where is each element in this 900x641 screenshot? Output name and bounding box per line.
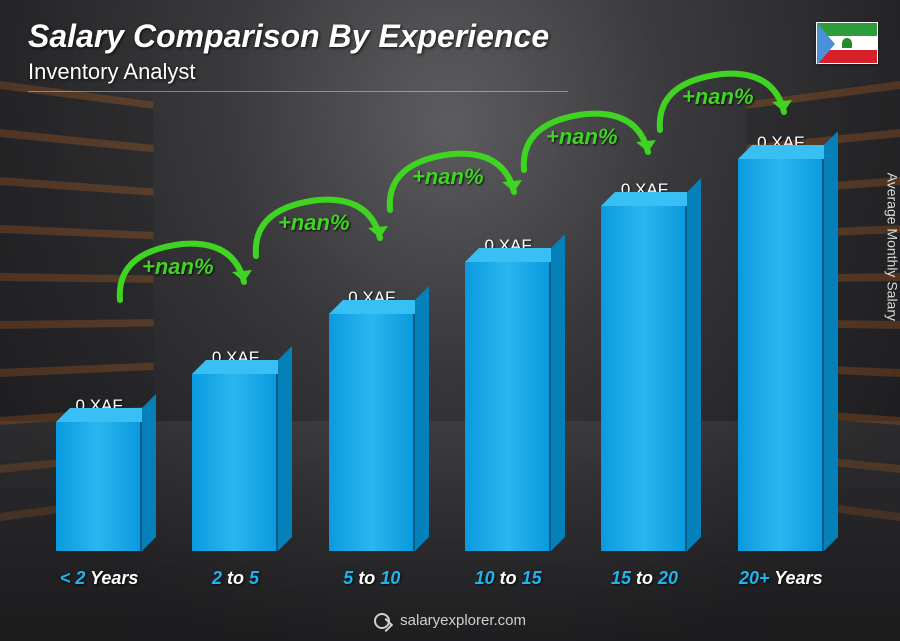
delta-arrow-icon bbox=[382, 148, 522, 218]
x-tick: 15 to 20 bbox=[585, 568, 703, 589]
x-tick: 10 to 15 bbox=[449, 568, 567, 589]
footer: salaryexplorer.com bbox=[0, 612, 900, 629]
bar-front-face bbox=[56, 422, 142, 551]
bar-side-face bbox=[415, 286, 429, 551]
bar bbox=[56, 422, 142, 551]
x-axis: < 2 Years 2 to 5 5 to 10 10 to 15 15 to 20 20… bbox=[40, 568, 840, 589]
bar-slot: 0 XAF bbox=[722, 120, 840, 551]
bar-front-face bbox=[329, 314, 415, 551]
bar-top-face bbox=[329, 300, 429, 314]
x-tick: 5 to 10 bbox=[313, 568, 431, 589]
delta-label: +nan% bbox=[682, 84, 754, 110]
chart-subtitle: Inventory Analyst bbox=[28, 59, 568, 92]
delta-arrow-icon bbox=[112, 238, 252, 308]
delta-arrow-icon bbox=[248, 194, 388, 264]
delta-arrow-icon bbox=[516, 108, 656, 178]
x-tick: 20+ Years bbox=[722, 568, 840, 589]
bar bbox=[329, 314, 415, 551]
footer-text: salaryexplorer.com bbox=[400, 612, 526, 629]
bar bbox=[192, 374, 278, 551]
delta-label: +nan% bbox=[278, 210, 350, 236]
flag-triangle bbox=[817, 23, 835, 65]
bar-slot: 0 XAF bbox=[40, 120, 158, 551]
y-axis-label: Average Monthly Salary bbox=[884, 172, 900, 320]
bar-front-face bbox=[738, 159, 824, 551]
bar bbox=[465, 262, 551, 551]
bar-side-face bbox=[687, 178, 701, 551]
delta-label: +nan% bbox=[546, 124, 618, 150]
bar-top-face bbox=[738, 145, 838, 159]
delta-arrow-icon bbox=[652, 68, 792, 138]
bar bbox=[738, 159, 824, 551]
bar-front-face bbox=[192, 374, 278, 551]
delta-label: +nan% bbox=[412, 164, 484, 190]
flag-emblem bbox=[842, 38, 852, 48]
chart-title: Salary Comparison By Experience bbox=[28, 18, 568, 55]
country-flag bbox=[816, 22, 878, 64]
bar-side-face bbox=[824, 131, 838, 551]
bar-slot: 0 XAF bbox=[585, 120, 703, 551]
delta-label: +nan% bbox=[142, 254, 214, 280]
bar-slot: 0 XAF bbox=[176, 120, 294, 551]
bar bbox=[601, 206, 687, 551]
bar-front-face bbox=[465, 262, 551, 551]
bar-side-face bbox=[142, 394, 156, 551]
bar-front-face bbox=[601, 206, 687, 551]
header: Salary Comparison By Experience Inventor… bbox=[28, 18, 568, 92]
x-tick: 2 to 5 bbox=[176, 568, 294, 589]
bar-chart: 0 XAF0 XAF0 XAF0 XAF0 XAF0 XAF+nan%+nan%… bbox=[40, 120, 840, 551]
x-tick: < 2 Years bbox=[40, 568, 158, 589]
bar-side-face bbox=[551, 234, 565, 551]
logo-icon bbox=[374, 613, 390, 629]
bar-side-face bbox=[278, 346, 292, 551]
